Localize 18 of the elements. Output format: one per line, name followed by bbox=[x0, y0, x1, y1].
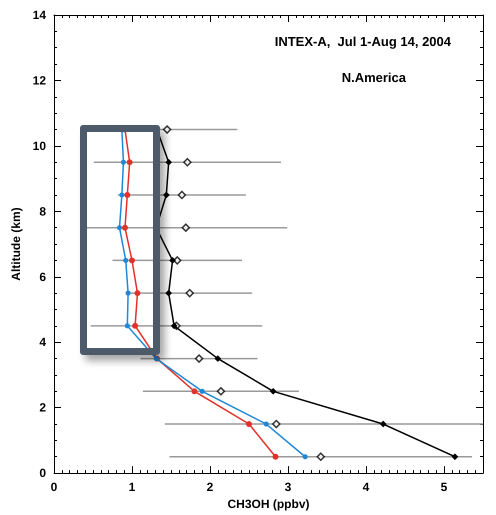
y-tick-label: 4 bbox=[39, 335, 46, 350]
text: N.America bbox=[342, 70, 407, 85]
y-tick-label: 14 bbox=[32, 8, 46, 22]
x-tick-label: 2 bbox=[206, 480, 214, 494]
y-axis-title: Altitude (km) bbox=[8, 207, 23, 281]
text: INTEX-A, Jul 1-Aug 14, 2004 bbox=[274, 34, 452, 49]
x-tick-label: 5 bbox=[440, 480, 448, 494]
y-tick-label: 6 bbox=[39, 270, 46, 284]
y-tick-label: 2 bbox=[39, 400, 46, 415]
y-tick-label: 8 bbox=[39, 204, 46, 218]
x-axis-title: CH3OH (ppbv) bbox=[228, 497, 310, 511]
y-tick-label: 0 bbox=[39, 466, 46, 480]
x-tick-label: 3 bbox=[284, 480, 292, 494]
x-tick-label: 4 bbox=[362, 480, 370, 494]
x-tick-label: 0 bbox=[50, 480, 58, 494]
y-tick-label: 12 bbox=[32, 73, 46, 88]
x-tick-label: 1 bbox=[128, 480, 136, 494]
y-tick-label: 10 bbox=[32, 138, 46, 153]
